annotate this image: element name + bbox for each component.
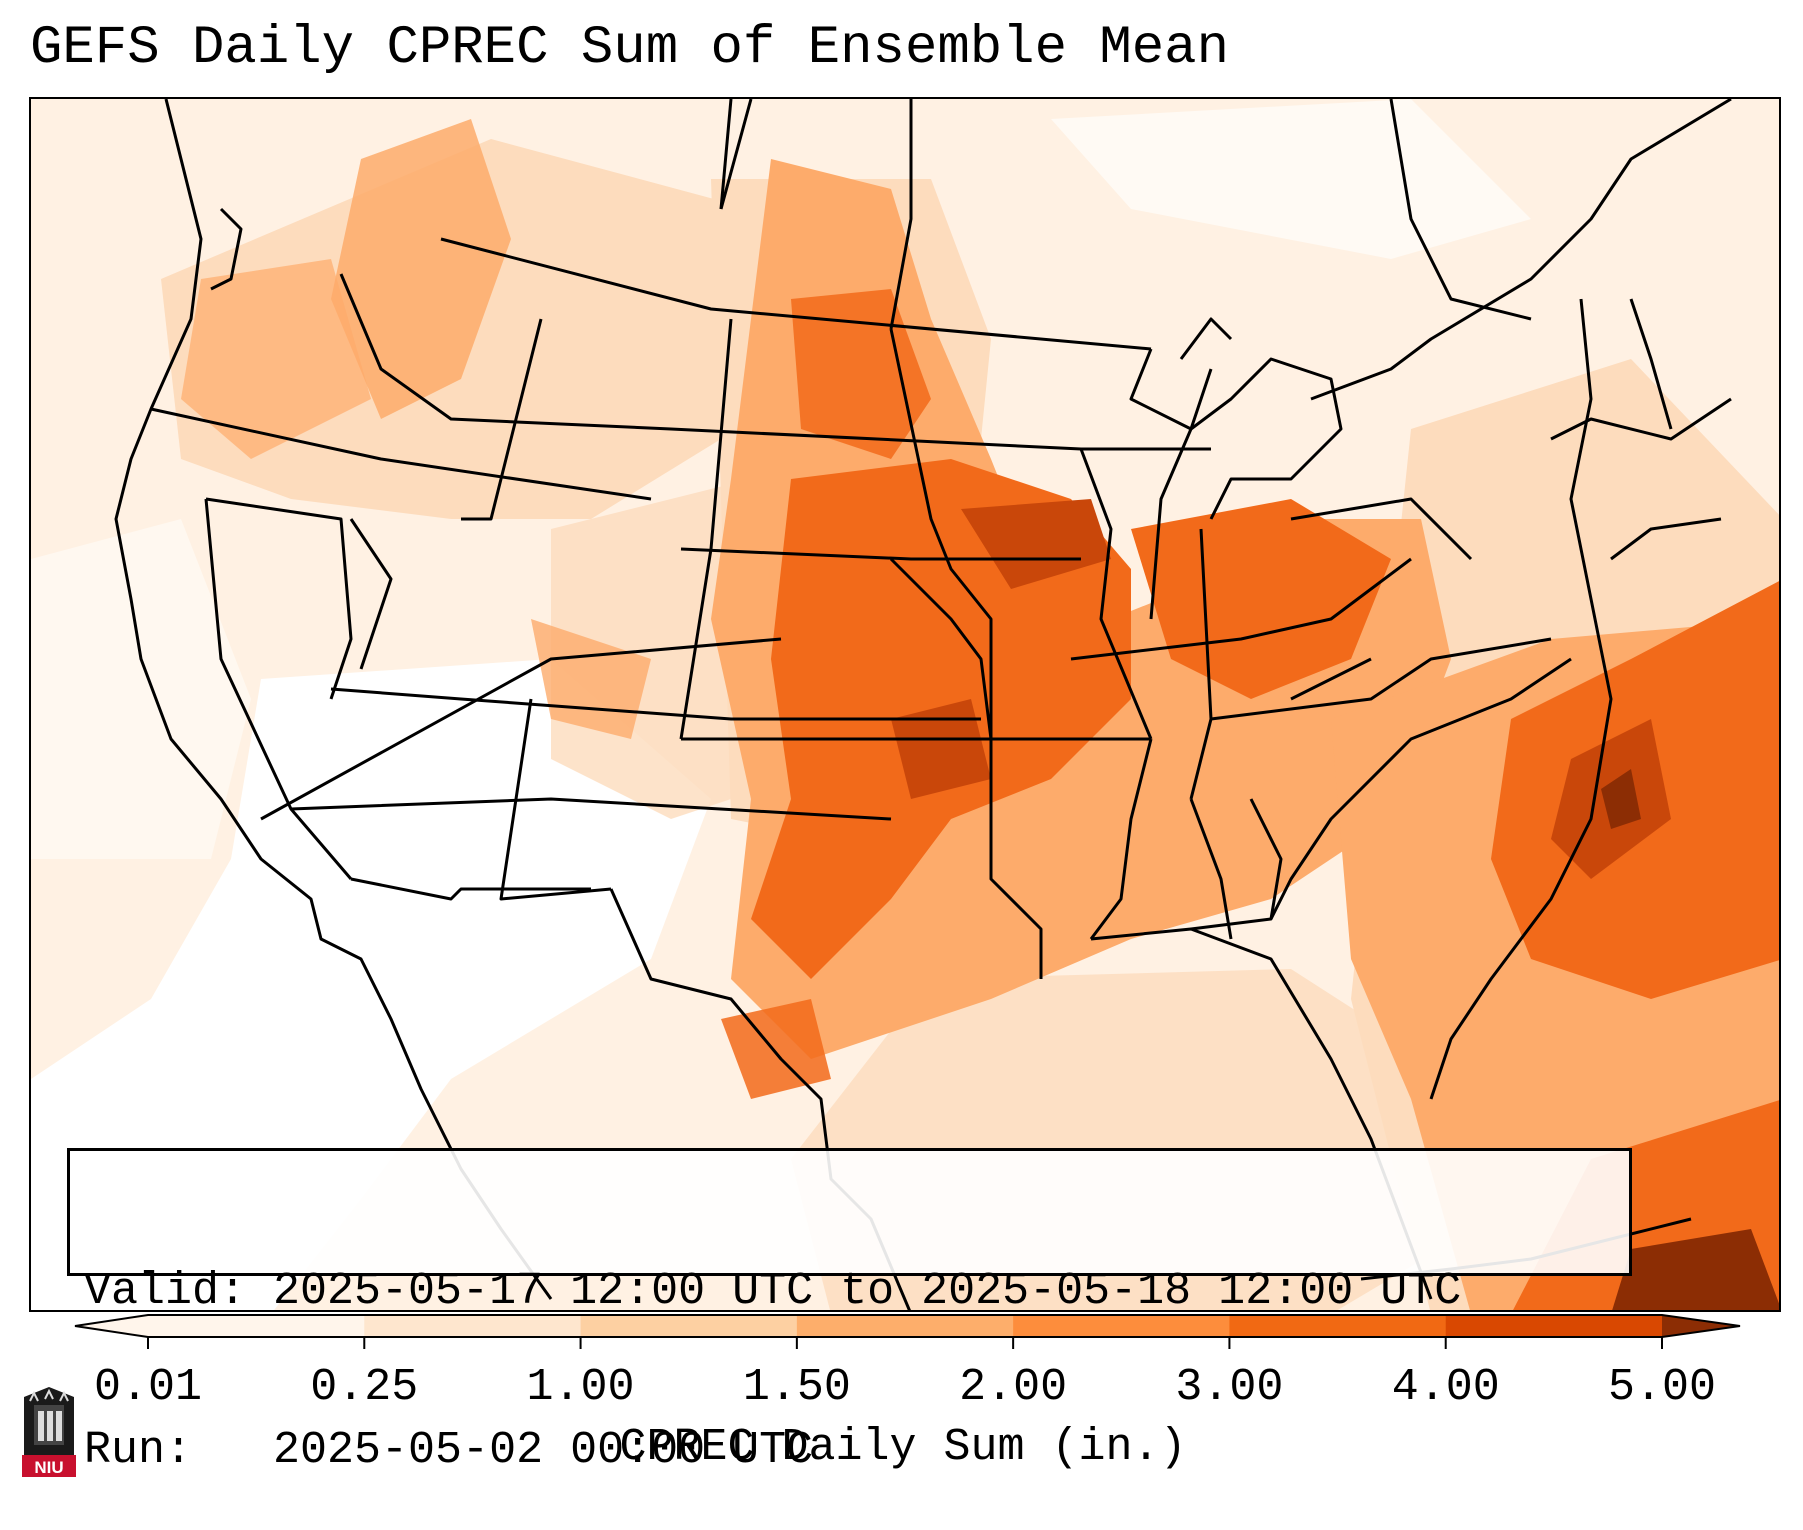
colorbar-tick-label: 5.00 <box>1607 1362 1717 1413</box>
colorbar-tick-label: 3.00 <box>1175 1362 1284 1413</box>
niu-logo-icon: NIU <box>22 1387 76 1477</box>
run-time-line: Run: 2025-05-02 00:00 UTC <box>84 1425 814 1476</box>
colorbar-tick-label: 1.50 <box>742 1362 851 1413</box>
validity-info-box: Valid: 2025-05-17 12:00 UTC to 2025-05-1… <box>67 1148 1632 1476</box>
colorbar-tick-label: 0.25 <box>310 1362 419 1413</box>
colorbar-extend-high <box>1662 1315 1740 1337</box>
map-canvas <box>31 99 1779 1310</box>
colorbar-tick-label: 4.00 <box>1391 1362 1500 1413</box>
chart-title: GEFS Daily CPREC Sum of Ensemble Mean <box>30 18 1229 79</box>
colorbar-label: CPREC Daily Sum (in.) <box>619 1422 1187 1473</box>
logo-text: NIU <box>34 1458 63 1477</box>
colorbar-tick-label: 1.00 <box>526 1362 635 1413</box>
precipitation-map <box>29 97 1781 1312</box>
valid-time-line: Valid: 2025-05-17 12:00 UTC to 2025-05-1… <box>84 1266 1462 1317</box>
colorbar-tick-label: 0.01 <box>93 1362 203 1413</box>
colorbar-tick-label: 2.00 <box>959 1362 1068 1413</box>
